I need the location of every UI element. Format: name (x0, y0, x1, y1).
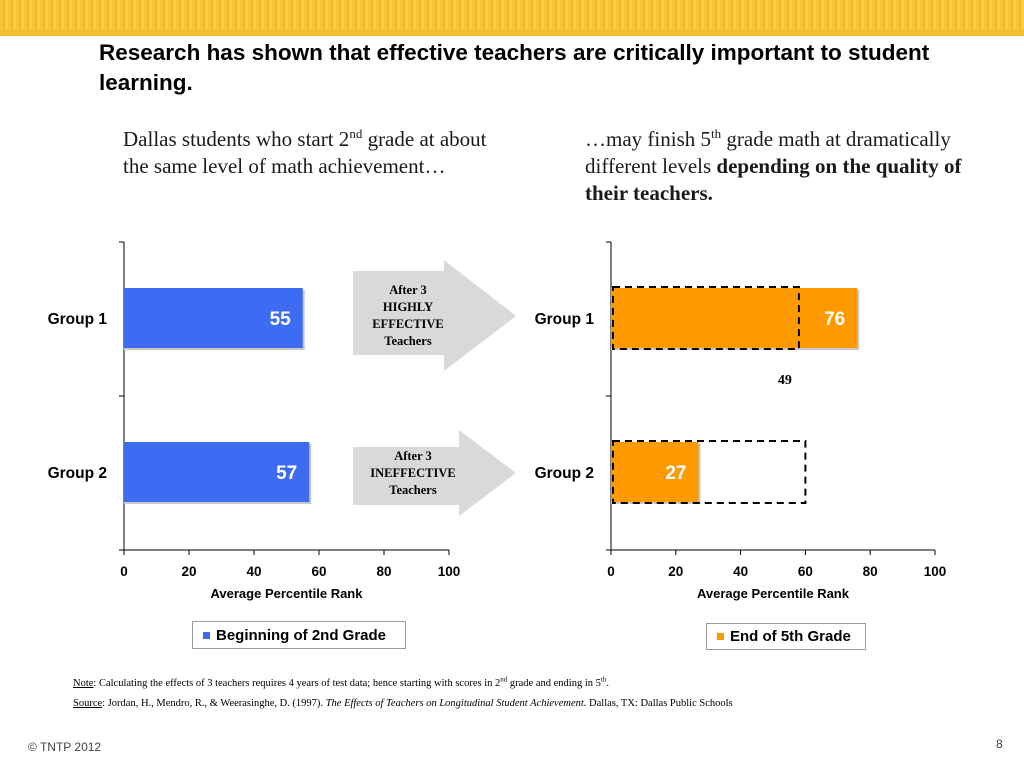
note-text: : Calculating the effects of 3 teachers … (93, 678, 501, 689)
subtitle-left-text-2: grade at about the same level of math ac… (123, 127, 487, 178)
note-sup: nd (500, 675, 508, 684)
x-tick-label: 100 (924, 564, 947, 579)
bar-group-2 (611, 442, 699, 502)
source-text-2: Dallas, TX: Dallas Public Schools (586, 698, 733, 709)
footnote-source: Source: Jordan, H., Mendro, R., & Weeras… (73, 698, 733, 709)
category-label: Group 2 (535, 465, 594, 482)
arrow-top-line-3: Teachers (384, 334, 432, 348)
x-tick-label: 20 (181, 564, 196, 579)
arrow-top-line-0: After 3 (389, 283, 427, 297)
x-tick-label: 20 (668, 564, 683, 579)
x-tick-label: 40 (246, 564, 261, 579)
subtitle-left-sup: nd (349, 126, 363, 141)
transition-arrows (353, 260, 516, 516)
legend-swatch-orange (717, 633, 724, 640)
x-axis-label: Average Percentile Rank (211, 586, 364, 601)
arrow-highly-effective (353, 260, 516, 371)
reference-box (612, 286, 800, 350)
footnote-note: Note: Calculating the effects of 3 teach… (73, 675, 609, 689)
arrow-top-line-1: HIGHLY (382, 300, 434, 314)
x-tick-label: 100 (438, 564, 461, 579)
legend-beginning: Beginning of 2nd Grade (192, 621, 406, 649)
x-tick-label: 40 (733, 564, 748, 579)
subtitle-right-text-2: grade math at dramatically different lev… (585, 127, 951, 178)
subtitle-right-bold: depending on the quality of their teache… (585, 154, 962, 205)
x-tick-label: 60 (798, 564, 813, 579)
category-label: Group 2 (48, 465, 107, 482)
bar-value-label: 27 (665, 463, 686, 484)
category-label: Group 1 (48, 311, 108, 328)
copyright: © TNTP 2012 (28, 740, 102, 754)
reference-box (612, 440, 807, 504)
arrow-bottom-line-0: After 3 (394, 449, 432, 463)
subtitle-left-text: Dallas students who start 2 (123, 127, 350, 151)
arrow-ineffective (353, 430, 516, 516)
subtitle-right-sup: th (711, 126, 722, 141)
bar-value-label: 55 (270, 309, 292, 330)
x-tick-label: 80 (376, 564, 391, 579)
subtitle-left: Dallas students who start 2nd grade at a… (123, 126, 503, 180)
note-label: Note (73, 678, 94, 689)
legend-label: Beginning of 2nd Grade (216, 626, 387, 644)
note-sup-2: th (600, 675, 607, 684)
x-axis-label: Average Percentile Rank (697, 586, 850, 601)
x-tick-label: 60 (311, 564, 326, 579)
bar-group-2 (124, 442, 310, 502)
bar-group-1 (124, 288, 303, 348)
source-title: The Effects of Teachers on Longitudinal … (325, 698, 587, 709)
reference-label: 49 (778, 373, 792, 388)
bar-group-1 (611, 288, 858, 348)
arrow-ineffective-label: After 3 INEFFECTIVE Teachers (353, 448, 473, 499)
arrow-top-line-2: EFFECTIVE (372, 317, 444, 331)
category-label: Group 1 (535, 311, 595, 328)
x-tick-label: 0 (607, 564, 615, 579)
slide-title: Research has shown that effective teache… (99, 40, 930, 95)
subtitle-right-text: …may finish 5 (585, 127, 711, 151)
chart-beginning-2nd-grade: 0 20 40 60 80 100 Average Percentile Rank 55 Gro… (48, 241, 461, 601)
page-number: 8 (996, 737, 1003, 751)
note-text-3: . (606, 678, 609, 689)
source-text: : Jordan, H., Mendro, R., & Weerasinghe,… (102, 698, 326, 709)
arrow-highly-effective-label: After 3 HIGHLY EFFECTIVE Teachers (353, 282, 463, 350)
source-label: Source (73, 698, 103, 709)
x-tick-label: 0 (120, 564, 128, 579)
arrow-bottom-line-2: Teachers (389, 483, 437, 497)
x-tick-label: 80 (863, 564, 878, 579)
note-text-2: grade and ending in 5 (507, 678, 601, 689)
chart-end-5th-grade: 0 20 40 60 80 100 Average Percentile Rank 76 Gro… (535, 241, 947, 601)
legend-end: End of 5th Grade (706, 623, 866, 650)
bar-value-label: 57 (276, 463, 297, 484)
legend-label: End of 5th Grade (730, 628, 851, 645)
arrow-bottom-line-1: INEFFECTIVE (370, 466, 456, 480)
header-band (0, 0, 1024, 36)
bar-value-label: 76 (824, 309, 845, 330)
legend-swatch-blue (203, 631, 210, 639)
subtitle-right: …may finish 5th grade math at dramatical… (585, 126, 965, 207)
